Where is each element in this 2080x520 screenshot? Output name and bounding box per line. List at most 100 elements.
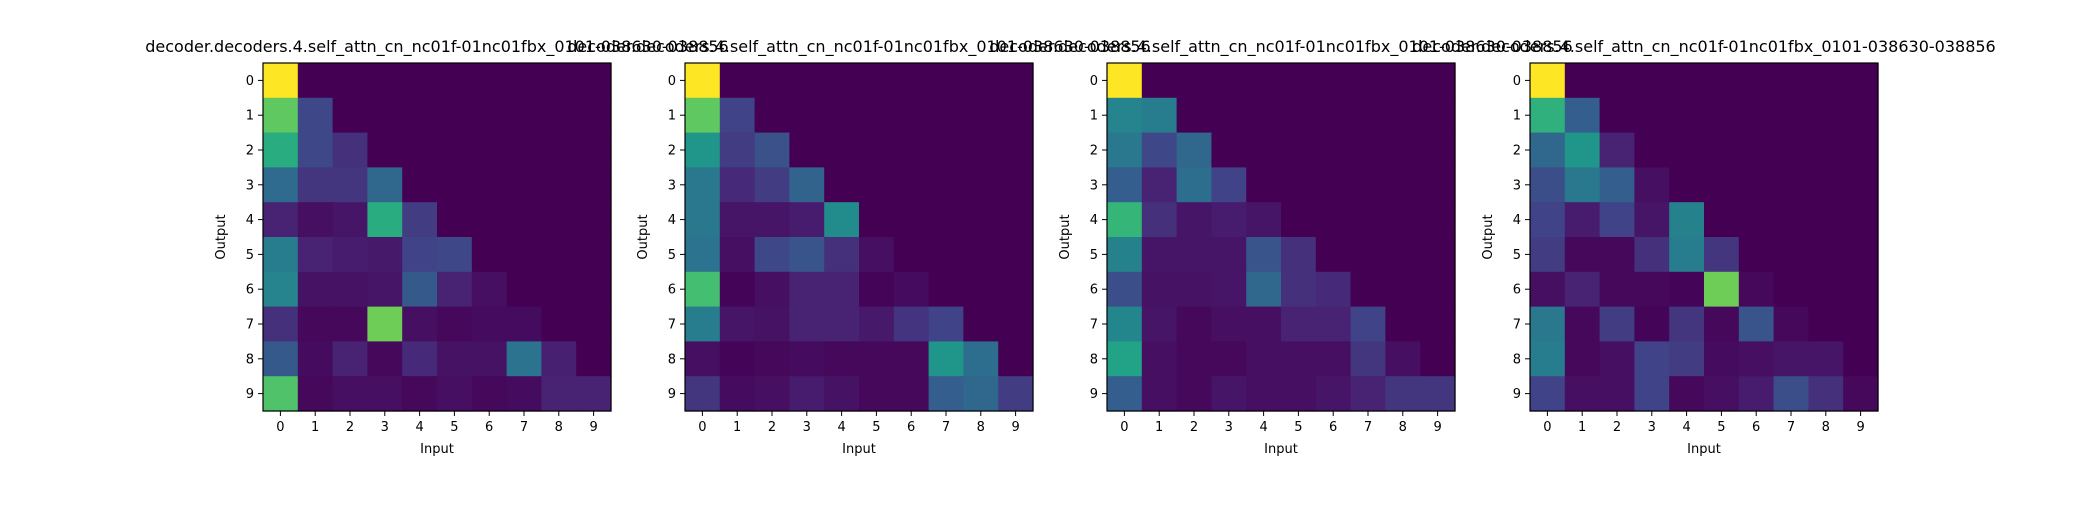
heatmap-cell-r5-c6: [1315, 237, 1352, 273]
heatmap-cell-r2-c2: [754, 132, 790, 168]
heatmap-cell-r2-c8: [1385, 132, 1421, 168]
heatmap-cell-r2-c2: [1599, 132, 1635, 168]
heatmap-cell-r5-c8: [541, 237, 577, 273]
heatmap-cell-r1-c6: [893, 97, 930, 134]
y-tick-label: 9: [668, 387, 676, 402]
heatmap-cell-r9-c6: [471, 376, 508, 412]
heatmap-cell-r9-c9: [998, 376, 1034, 412]
x-tick-label: 3: [1225, 420, 1233, 435]
heatmap-cell-r1-c6: [1315, 97, 1352, 134]
heatmap-cell-r5-c7: [506, 237, 542, 273]
heatmap-cell-r9-c2: [332, 376, 368, 412]
heatmap-cell-r2-c0: [1107, 132, 1143, 168]
heatmap-cell-r7-c6: [893, 306, 930, 342]
heatmap-cell-r1-c5: [1704, 97, 1740, 134]
heatmap-cell-r0-c1: [1564, 63, 1601, 99]
heatmap-cell-r5-c5: [437, 237, 473, 273]
y-tick-label: 9: [246, 387, 254, 402]
y-tick-label: 7: [1513, 318, 1521, 333]
heatmap-cell-r5-c4: [824, 237, 860, 273]
heatmap-cell-r0-c3: [789, 63, 825, 99]
heatmap-cell-r0-c7: [506, 63, 542, 99]
heatmap-cell-r4-c7: [928, 202, 964, 238]
heatmap-cell-r9-c4: [1246, 376, 1282, 412]
heatmap-cell-r3-c7: [928, 167, 964, 203]
heatmap-cell-r5-c3: [1211, 237, 1247, 273]
heatmap-cell-r4-c5: [859, 202, 895, 238]
heatmap-cell-r4-c9: [1420, 202, 1456, 238]
y-tick-label: 4: [1513, 213, 1521, 228]
heatmap-cell-r2-c7: [1350, 132, 1386, 168]
heatmap-cell-r6-c6: [1315, 271, 1352, 308]
heatmap-cell-r8-c2: [332, 341, 368, 377]
heatmap-cell-r9-c0: [1107, 376, 1143, 412]
y-tick-label: 3: [1513, 178, 1521, 193]
x-tick-label: 8: [555, 420, 563, 435]
plot-frame: [684, 62, 1034, 412]
heatmap-cell-r2-c7: [928, 132, 964, 168]
heatmap-cell-r6-c4: [402, 271, 438, 308]
heatmap-cell-r9-c2: [754, 376, 790, 412]
heatmap-cell-r8-c4: [1246, 341, 1282, 377]
heatmap-cell-r1-c4: [1669, 97, 1705, 134]
plot-frame: [1529, 62, 1879, 412]
heatmap-cell-r7-c2: [332, 306, 368, 342]
heatmap-cell-r5-c7: [1350, 237, 1386, 273]
heatmap-cell-r6-c5: [859, 271, 895, 308]
heatmap-cell-r7-c1: [297, 306, 334, 342]
heatmap-cell-r2-c9: [1843, 132, 1879, 168]
heatmap-cell-r1-c9: [998, 97, 1034, 134]
heatmap-cell-r5-c0: [263, 237, 299, 273]
heatmap-cell-r2-c9: [576, 132, 612, 168]
heatmap-cell-r7-c0: [685, 306, 721, 342]
heatmap-cell-r3-c9: [576, 167, 612, 203]
heatmap-cell-r3-c4: [1669, 167, 1705, 203]
heatmap-cell-r1-c2: [1599, 97, 1635, 134]
x-tick-label: 9: [1433, 420, 1441, 435]
heatmap-cell-r0-c2: [754, 63, 790, 99]
heatmap-cell-r5-c2: [1599, 237, 1635, 273]
heatmap-cell-r0-c5: [859, 63, 895, 99]
x-tick-label: 1: [733, 420, 741, 435]
heatmap-cell-r9-c6: [1315, 376, 1352, 412]
heatmap-cell-r8-c9: [576, 341, 612, 377]
heatmap-cell-r6-c2: [1599, 271, 1635, 308]
y-tick-label: 9: [1090, 387, 1098, 402]
x-tick-label: 5: [872, 420, 880, 435]
heatmap-cell-r1-c6: [471, 97, 508, 134]
heatmap-cell-r7-c4: [824, 306, 860, 342]
heatmap-cell-r8-c1: [297, 341, 334, 377]
x-axis-label: Input: [842, 442, 876, 457]
heatmap-cell-r1-c0: [685, 97, 721, 134]
heatmap-cell-r9-c4: [1669, 376, 1705, 412]
heatmap-cell-r8-c3: [1634, 341, 1670, 377]
heatmap-cell-r9-c5: [1704, 376, 1740, 412]
y-tick-label: 8: [1090, 352, 1098, 367]
heatmap-cell-r0-c7: [1773, 63, 1809, 99]
heatmap-cell-r4-c3: [1211, 202, 1247, 238]
y-tick-label: 2: [1090, 144, 1098, 159]
heatmap-cell-r1-c7: [1773, 97, 1809, 134]
heatmap-cell-r0-c9: [1843, 63, 1879, 99]
y-tick-label: 3: [1090, 178, 1098, 193]
heatmap-cell-r1-c5: [437, 97, 473, 134]
heatmap-cell-r5-c1: [1564, 237, 1601, 273]
heatmap-cell-r3-c7: [1773, 167, 1809, 203]
heatmap-cell-r1-c1: [1564, 97, 1601, 134]
y-tick-label: 5: [246, 248, 254, 263]
heatmap-cell-r8-c1: [1141, 341, 1178, 377]
heatmap-cell-r2-c7: [506, 132, 542, 168]
heatmap-cell-r6-c8: [1385, 271, 1421, 308]
heatmap-cell-r5-c7: [928, 237, 964, 273]
heatmap-cell-r3-c8: [1808, 167, 1844, 203]
x-tick-label: 4: [1259, 420, 1267, 435]
heatmap-cell-r3-c4: [1246, 167, 1282, 203]
heatmap-cell-r5-c1: [1141, 237, 1178, 273]
heatmap-cell-r3-c5: [1704, 167, 1740, 203]
heatmap-cell-r5-c3: [1634, 237, 1670, 273]
heatmap-cell-r6-c8: [541, 271, 577, 308]
x-tick-label: 7: [520, 420, 528, 435]
heatmap-cell-r4-c2: [332, 202, 368, 238]
heatmap-cell-r7-c3: [367, 306, 403, 342]
